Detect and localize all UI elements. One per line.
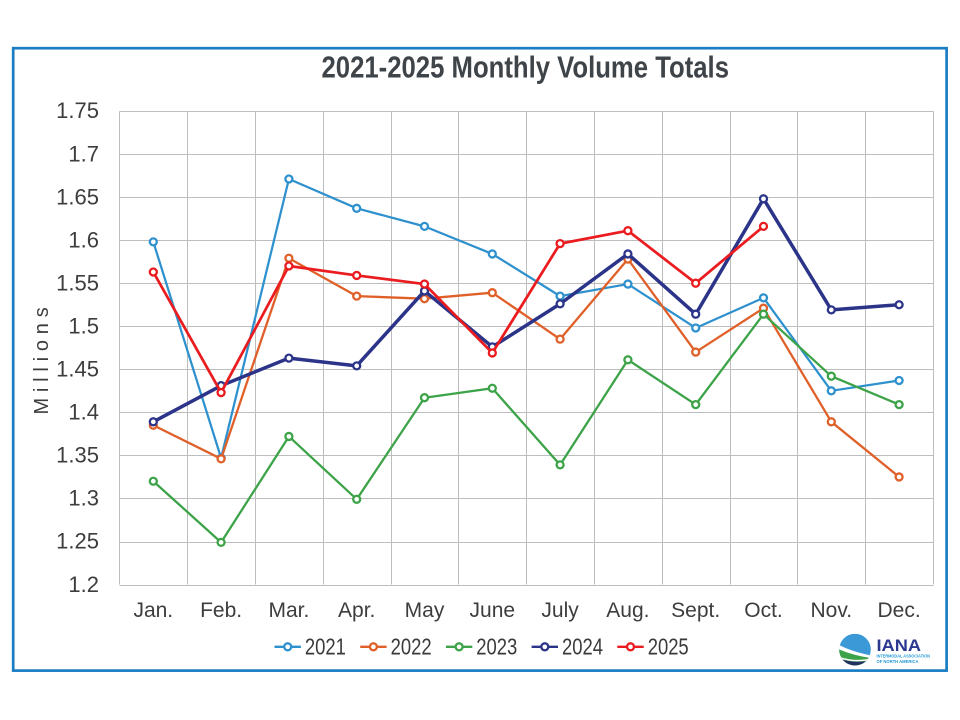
svg-text:1.35: 1.35 bbox=[56, 443, 99, 468]
svg-text:1.5: 1.5 bbox=[68, 313, 99, 338]
svg-text:1.65: 1.65 bbox=[56, 184, 99, 209]
svg-text:1.4: 1.4 bbox=[68, 400, 99, 425]
svg-text:Oct.: Oct. bbox=[744, 599, 783, 622]
svg-text:1.7: 1.7 bbox=[68, 141, 99, 166]
svg-text:2023: 2023 bbox=[476, 634, 517, 660]
svg-text:1.75: 1.75 bbox=[56, 98, 99, 123]
svg-text:Mar.: Mar. bbox=[268, 599, 309, 622]
svg-text:2021: 2021 bbox=[305, 634, 346, 660]
svg-text:Aug.: Aug. bbox=[606, 599, 649, 622]
svg-text:1.3: 1.3 bbox=[68, 486, 99, 511]
svg-text:2022: 2022 bbox=[391, 634, 432, 660]
svg-text:IANA: IANA bbox=[877, 637, 922, 655]
svg-text:July: July bbox=[541, 599, 579, 622]
svg-text:Jan.: Jan. bbox=[133, 599, 173, 622]
svg-text:May: May bbox=[405, 599, 445, 622]
svg-text:1.25: 1.25 bbox=[56, 529, 99, 554]
svg-text:Feb.: Feb. bbox=[200, 599, 242, 622]
svg-text:1.2: 1.2 bbox=[68, 572, 99, 597]
svg-text:2021-2025 Monthly Volume Total: 2021-2025 Monthly Volume Totals bbox=[322, 49, 730, 84]
svg-text:Sept.: Sept. bbox=[671, 599, 720, 622]
svg-text:1.45: 1.45 bbox=[56, 357, 99, 382]
svg-text:OF NORTH AMERICA: OF NORTH AMERICA bbox=[877, 659, 920, 664]
svg-text:INTERMODAL ASSOCIATION: INTERMODAL ASSOCIATION bbox=[877, 654, 931, 659]
svg-text:1.55: 1.55 bbox=[56, 270, 99, 295]
svg-text:June: June bbox=[470, 599, 516, 622]
svg-text:Nov.: Nov. bbox=[810, 599, 852, 622]
svg-text:2024: 2024 bbox=[562, 634, 603, 660]
svg-text:Millions: Millions bbox=[31, 301, 53, 414]
svg-text:2025: 2025 bbox=[648, 634, 689, 660]
svg-text:Dec.: Dec. bbox=[878, 599, 921, 622]
svg-text:Apr.: Apr. bbox=[338, 599, 375, 622]
svg-text:1.6: 1.6 bbox=[68, 227, 99, 252]
